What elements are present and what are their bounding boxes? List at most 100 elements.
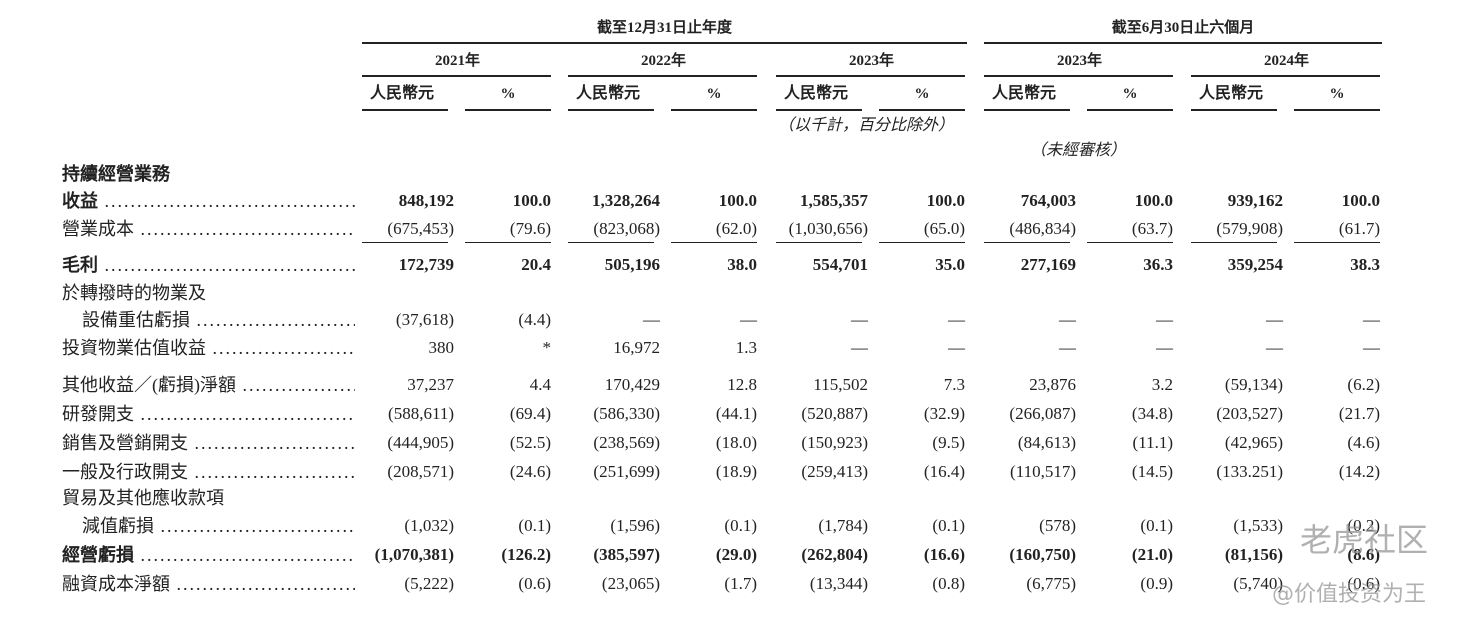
percent-cell: (0.1) xyxy=(518,516,551,535)
amount-cell: — xyxy=(1059,310,1076,329)
row-label: 於轉撥時的物業及 xyxy=(62,283,206,303)
unit-rule xyxy=(568,109,654,111)
amount-cell: (385,597) xyxy=(593,545,660,564)
percent-cell: (4.6) xyxy=(1347,433,1380,452)
row-label: 一般及行政開支 xyxy=(62,462,355,482)
year-header: 2022年 xyxy=(640,53,686,69)
amount-cell: (586,330) xyxy=(593,404,660,423)
percent-cell: (29.0) xyxy=(715,545,757,564)
percent-cell: (16.4) xyxy=(923,462,965,481)
amount-cell: (1,070,381) xyxy=(374,545,454,564)
percent-cell: (34.8) xyxy=(1131,404,1173,423)
amount-cell: 115,502 xyxy=(813,375,868,394)
unit-rule xyxy=(465,109,551,111)
amount-cell: (675,453) xyxy=(387,219,454,238)
percent-cell: (0.1) xyxy=(932,516,965,535)
subtotal-rule xyxy=(465,242,551,243)
amount-cell: (259,413) xyxy=(801,462,868,481)
amount-cell: (133.251) xyxy=(1216,462,1283,481)
percent-cell: 1.3 xyxy=(735,338,757,357)
amount-cell: (262,804) xyxy=(801,545,868,564)
row-label: 經營虧損 xyxy=(62,545,355,565)
amount-cell: (110,517) xyxy=(1010,462,1076,481)
amount-cell: 1,585,357 xyxy=(800,191,868,210)
amount-cell: (520,887) xyxy=(801,404,868,423)
row-label: 融資成本淨額 xyxy=(62,574,355,594)
amount-cell: (1,784) xyxy=(818,516,868,535)
row-label: 設備重估虧損 xyxy=(82,310,355,330)
amount-cell: (486,834) xyxy=(1009,219,1076,238)
unit-header: % xyxy=(1122,86,1138,102)
unit-rule xyxy=(362,109,448,111)
row-label: 其他收益／(虧損)淨額 xyxy=(62,375,355,395)
unit-rule xyxy=(776,109,862,111)
percent-cell: (16.6) xyxy=(923,545,965,564)
amount-cell: 939,162 xyxy=(1227,191,1283,210)
percent-cell: 38.3 xyxy=(1350,255,1380,274)
amount-cell: — xyxy=(851,338,868,357)
percent-cell: 100.0 xyxy=(926,191,965,210)
subtotal-rule xyxy=(879,242,965,243)
amount-cell: — xyxy=(1266,338,1283,357)
percent-cell: 3.2 xyxy=(1151,375,1173,394)
percent-cell: 20.4 xyxy=(521,255,551,274)
percent-cell: — xyxy=(948,310,965,329)
percent-cell: (44.1) xyxy=(715,404,757,423)
amount-cell: (59,134) xyxy=(1224,375,1283,394)
amount-cell: (1,596) xyxy=(610,516,660,535)
amount-cell: 170,429 xyxy=(604,375,660,394)
amount-cell: (6,775) xyxy=(1026,574,1076,593)
row-label: 銷售及營銷開支 xyxy=(62,433,355,453)
unit-rule xyxy=(1087,109,1173,111)
percent-cell: (79.6) xyxy=(509,219,551,238)
amount-cell: — xyxy=(1266,310,1283,329)
year-rule xyxy=(362,75,551,77)
percent-cell: (14.2) xyxy=(1338,462,1380,481)
amount-cell: 37,237 xyxy=(407,375,454,394)
percent-cell: 4.4 xyxy=(529,375,551,394)
year-rule xyxy=(568,75,757,77)
amount-cell: (823,068) xyxy=(593,219,660,238)
percent-cell: (9.5) xyxy=(932,433,965,452)
amount-cell: — xyxy=(851,310,868,329)
amount-cell: (444,905) xyxy=(387,433,454,452)
amount-cell: (266,087) xyxy=(1009,404,1076,423)
percent-cell: 100.0 xyxy=(1341,191,1380,210)
percent-cell: (14.5) xyxy=(1131,462,1173,481)
subtotal-rule xyxy=(362,242,448,243)
amount-cell: (579,908) xyxy=(1216,219,1283,238)
subtotal-rule xyxy=(984,242,1070,243)
percent-cell: (0.6) xyxy=(518,574,551,593)
amount-cell: (150,923) xyxy=(801,433,868,452)
percent-cell: — xyxy=(740,310,757,329)
percent-cell: * xyxy=(542,338,552,357)
amount-cell: (588,611) xyxy=(388,404,454,423)
subtotal-rule xyxy=(1087,242,1173,243)
row-label: 貿易及其他應收款項 xyxy=(62,488,224,508)
unit-header: 人民幣元 xyxy=(784,85,849,102)
row-label: 毛利 xyxy=(62,255,355,275)
year-header: 2024年 xyxy=(1263,53,1309,69)
percent-cell: (69.4) xyxy=(509,404,551,423)
percent-cell: 36.3 xyxy=(1143,255,1173,274)
amount-cell: 380 xyxy=(428,338,455,357)
percent-cell: (52.5) xyxy=(509,433,551,452)
row-label: 收益 xyxy=(62,191,355,211)
percent-cell: (0.6) xyxy=(1347,574,1380,593)
amount-cell: (160,750) xyxy=(1009,545,1076,564)
percent-cell: 100.0 xyxy=(512,191,551,210)
amount-cell: 172,739 xyxy=(398,255,454,274)
amount-cell: (1,032) xyxy=(404,516,454,535)
amount-cell: (578) xyxy=(1039,516,1076,535)
amount-cell: 505,196 xyxy=(604,255,660,274)
amount-cell: 1,328,264 xyxy=(592,191,660,210)
amount-cell: 554,701 xyxy=(812,255,868,274)
unit-header: % xyxy=(500,86,516,102)
percent-cell: — xyxy=(948,338,965,357)
amount-cell: (81,156) xyxy=(1224,545,1283,564)
percent-cell: — xyxy=(1363,310,1380,329)
amount-cell: 16,972 xyxy=(613,338,660,357)
percent-cell: (18.0) xyxy=(715,433,757,452)
percent-cell: (21.0) xyxy=(1131,545,1173,564)
unit-header: % xyxy=(1329,86,1345,102)
